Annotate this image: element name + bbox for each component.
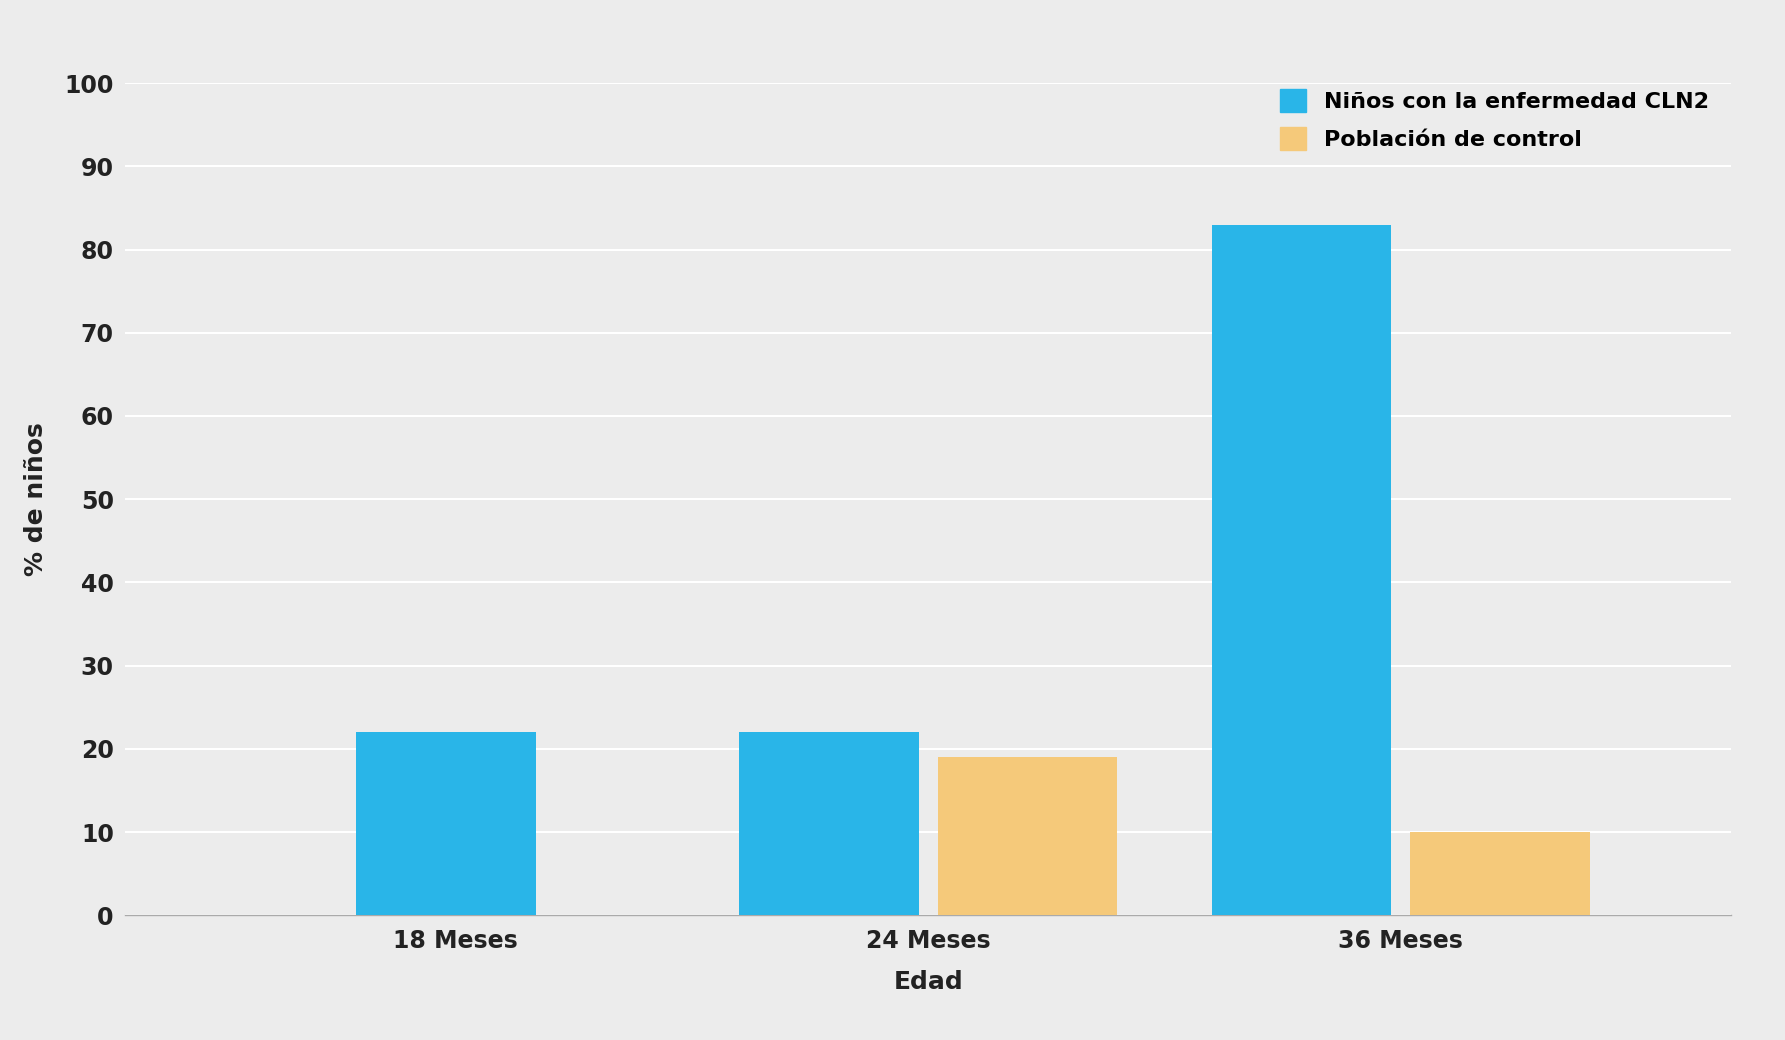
- Legend: Niños con la enfermedad CLN2, Población de control: Niños con la enfermedad CLN2, Población …: [1269, 78, 1721, 161]
- X-axis label: Edad: Edad: [892, 969, 964, 994]
- Bar: [357, 732, 536, 915]
- Y-axis label: % de niños: % de niños: [23, 422, 48, 576]
- Bar: [739, 732, 919, 915]
- Bar: [1410, 832, 1590, 915]
- Bar: [1212, 225, 1391, 915]
- Bar: [937, 757, 1117, 915]
